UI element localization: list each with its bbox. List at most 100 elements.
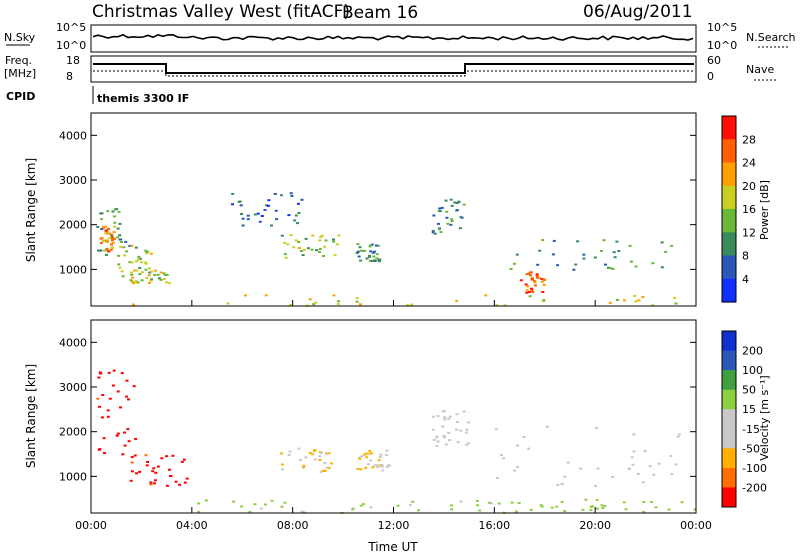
velocity-cell: [178, 483, 182, 486]
velocity-cell: [312, 449, 316, 452]
power-cell: [449, 223, 453, 226]
velocity-cell: [97, 376, 101, 379]
power-cell: [357, 255, 361, 258]
power-cell: [540, 280, 544, 283]
power-cell: [552, 239, 556, 242]
power-cell: [533, 284, 537, 287]
velocity-cell: [287, 453, 291, 456]
power-cell: [104, 239, 108, 242]
power-cell: [528, 295, 532, 298]
power-ytick-label: 4000: [59, 129, 87, 142]
velocity-cell: [494, 428, 498, 431]
velocity-cell: [435, 435, 439, 438]
power-cell: [116, 227, 120, 230]
power-cell: [284, 256, 288, 259]
velocity-cell: [160, 457, 164, 460]
freq-unit-label: [MHz]: [4, 67, 36, 80]
power-colorbar-segment: [722, 139, 736, 164]
velocity-ylabel: Slant Range [km]: [24, 364, 38, 468]
velocity-cell: [667, 508, 671, 511]
power-cell: [118, 234, 122, 237]
velocity-cell: [560, 500, 564, 503]
power-cell: [310, 248, 314, 251]
power-cell: [147, 267, 151, 270]
power-cell: [574, 263, 578, 266]
power-cell: [273, 193, 277, 195]
power-colorbar-tick-label: 24: [742, 157, 756, 170]
velocity-cell: [478, 509, 482, 512]
power-cell: [159, 278, 163, 281]
power-cell: [102, 249, 106, 252]
velocity-cell: [145, 464, 149, 467]
power-cell: [104, 249, 108, 252]
power-cell: [96, 226, 100, 228]
velocity-data-cells: [96, 369, 697, 514]
power-cell: [144, 249, 148, 252]
power-cell: [122, 246, 126, 249]
power-cell: [368, 259, 372, 262]
velocity-cell: [130, 470, 134, 473]
velocity-cell: [476, 504, 479, 507]
velocity-cell: [240, 505, 244, 508]
power-cell: [294, 239, 298, 242]
power-cell: [527, 272, 531, 275]
power-cell: [323, 245, 327, 248]
power-cell: [112, 231, 116, 234]
power-cell: [153, 269, 157, 272]
power-cell: [512, 262, 516, 265]
power-cell: [530, 287, 533, 290]
power-cell: [103, 225, 107, 228]
power-cell: [106, 239, 109, 242]
power-cell: [324, 239, 328, 242]
power-cell: [145, 251, 149, 253]
power-cell: [265, 204, 269, 207]
velocity-cell: [119, 406, 122, 409]
power-cell: [450, 218, 454, 221]
power-cell: [130, 244, 134, 247]
power-cell: [540, 278, 544, 280]
power-cell: [582, 257, 586, 260]
power-cell: [449, 198, 453, 201]
velocity-cell: [693, 508, 697, 511]
velocity-cell: [441, 425, 445, 428]
power-cell: [370, 260, 374, 262]
velocity-cell: [308, 452, 312, 454]
velocity-cell: [455, 428, 459, 431]
power-cell: [576, 240, 580, 243]
velocity-cell: [465, 443, 469, 446]
velocity-cell: [657, 462, 661, 465]
power-cell: [263, 209, 267, 211]
velocity-cell: [431, 415, 435, 418]
power-cell: [453, 201, 457, 204]
velocity-cell: [370, 452, 374, 455]
power-cell: [246, 214, 250, 217]
power-cell: [616, 298, 619, 301]
power-cell: [515, 253, 519, 256]
power-cell: [266, 204, 270, 207]
velocity-cell: [369, 506, 373, 509]
velocity-colorbar-segment: [722, 389, 736, 410]
velocity-cell: [467, 442, 470, 445]
velocity-cell: [595, 499, 599, 502]
power-cell: [117, 254, 121, 257]
power-colorbar-tick-label: 12: [742, 226, 756, 239]
velocity-cell: [116, 432, 120, 435]
velocity-cell: [497, 502, 501, 505]
power-cell: [363, 249, 367, 252]
power-cell: [455, 299, 459, 302]
velocity-cell: [603, 505, 607, 507]
power-cell: [140, 261, 143, 264]
power-cell: [634, 265, 638, 268]
power-cell: [244, 294, 247, 297]
velocity-cell: [579, 467, 583, 470]
power-cell: [297, 241, 301, 244]
velocity-cell: [643, 450, 647, 452]
freq-tick-low: 8: [66, 70, 73, 83]
power-cell: [280, 234, 284, 237]
power-cell: [109, 233, 113, 236]
power-cell: [293, 219, 297, 222]
power-cell: [337, 234, 341, 237]
velocity-cell: [180, 460, 184, 463]
power-cell: [439, 231, 443, 234]
power-cell: [113, 221, 117, 224]
